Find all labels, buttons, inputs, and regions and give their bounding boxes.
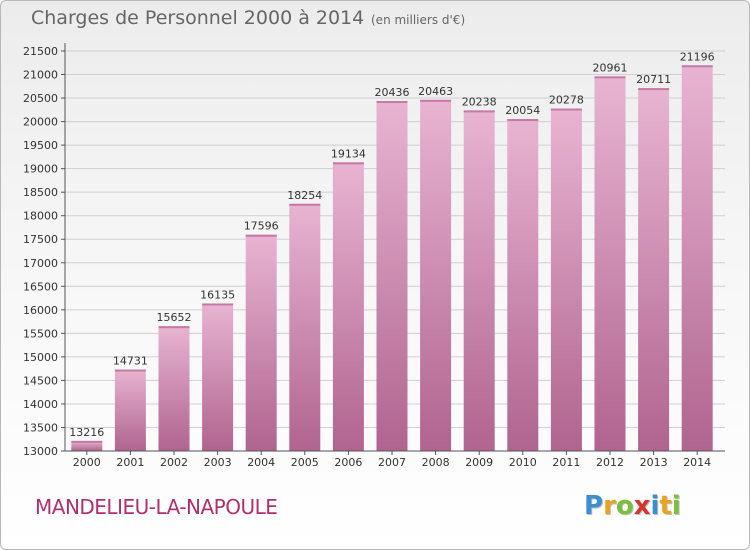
- bar-2003: [202, 303, 234, 451]
- labels: 13000 13500 14000 14500 15000 15500 16000 16500…: [23, 45, 715, 469]
- logo-letter: i: [671, 491, 681, 521]
- y-tick-label: 19500: [23, 139, 58, 152]
- bars: [71, 65, 713, 452]
- x-tick-label: 2001: [116, 456, 144, 469]
- logo-letter: r: [603, 491, 616, 521]
- y-tick-label: 18000: [23, 210, 58, 223]
- data-label: 20711: [636, 73, 671, 86]
- bar-top-edge: [420, 99, 452, 102]
- y-tick-label: 21500: [23, 45, 58, 58]
- y-tick-label: 21000: [23, 69, 58, 82]
- x-tick-label: 2012: [596, 456, 624, 469]
- bar-top-edge: [245, 234, 277, 237]
- x-tick-label: 2013: [640, 456, 668, 469]
- x-tick-label: 2003: [204, 456, 232, 469]
- logo-letter: o: [615, 491, 634, 521]
- data-label: 20278: [549, 94, 584, 107]
- bar-top-edge: [114, 369, 146, 372]
- x-tick-label: 2000: [73, 456, 101, 469]
- y-tick-label: 16000: [23, 304, 58, 317]
- data-label: 18254: [287, 189, 322, 202]
- data-label: 20054: [505, 104, 540, 117]
- data-label: 20961: [593, 61, 628, 74]
- data-label: 16135: [200, 288, 235, 301]
- bar-2004: [245, 234, 277, 451]
- y-tick-label: 17500: [23, 233, 58, 246]
- x-tick-label: 2010: [509, 456, 537, 469]
- data-label: 17596: [244, 220, 279, 233]
- x-tick-label: 2004: [247, 456, 275, 469]
- bar-2002: [158, 326, 190, 451]
- logo-letter: i: [650, 491, 660, 521]
- bar-2001: [114, 369, 146, 451]
- bar-top-edge: [681, 65, 713, 68]
- x-tick-label: 2008: [422, 456, 450, 469]
- x-tick-label: 2011: [552, 456, 580, 469]
- bar-2012: [594, 76, 626, 451]
- bar-top-edge: [332, 162, 364, 165]
- bar-top-edge: [71, 440, 103, 443]
- y-tick-label: 18500: [23, 186, 58, 199]
- bar-2008: [420, 99, 452, 452]
- data-label: 20238: [462, 95, 497, 108]
- bar-2006: [332, 162, 364, 451]
- data-label: 13216: [69, 426, 104, 439]
- y-tick-label: 15000: [23, 351, 58, 364]
- y-tick-label: 20000: [23, 116, 58, 129]
- bar-top-edge: [463, 110, 495, 113]
- bar-top-edge: [550, 108, 582, 111]
- proxiti-logo: Proxiti: [584, 491, 681, 521]
- data-label: 21196: [680, 50, 715, 63]
- x-tick-label: 2009: [465, 456, 493, 469]
- data-label: 19134: [331, 147, 366, 160]
- x-tick-label: 2005: [291, 456, 319, 469]
- data-label: 20436: [375, 86, 410, 99]
- bar-top-edge: [638, 88, 670, 91]
- y-tick-label: 16500: [23, 280, 58, 293]
- x-tick-label: 2007: [378, 456, 406, 469]
- axes: [61, 43, 725, 455]
- bar-2009: [463, 110, 495, 451]
- bar-top-edge: [289, 203, 321, 206]
- y-tick-label: 17000: [23, 257, 58, 270]
- y-tick-label: 14000: [23, 398, 58, 411]
- bar-2010: [507, 119, 539, 451]
- y-tick-label: 13000: [23, 445, 58, 458]
- logo-letter: P: [584, 491, 604, 521]
- data-label: 14731: [113, 355, 148, 368]
- bar-top-edge: [507, 119, 539, 122]
- data-label: 20463: [418, 85, 453, 98]
- logo-letter: t: [659, 491, 672, 521]
- bar-2014: [681, 65, 713, 452]
- y-tick-label: 19000: [23, 163, 58, 176]
- x-tick-label: 2002: [160, 456, 188, 469]
- logo-letter: x: [633, 491, 651, 521]
- commune-name: MANDELIEU-LA-NAPOULE: [35, 495, 278, 519]
- bar-2013: [638, 88, 670, 452]
- y-tick-label: 13500: [23, 421, 58, 434]
- bar-2007: [376, 101, 408, 451]
- bar-2000: [71, 440, 103, 451]
- y-tick-label: 15500: [23, 327, 58, 340]
- chart-subtitle: (en milliers d'€): [371, 13, 466, 27]
- x-tick-label: 2014: [683, 456, 711, 469]
- bar-top-edge: [158, 326, 190, 329]
- chart-title: Charges de Personnel 2000 à 2014: [31, 7, 365, 29]
- bar-2005: [289, 203, 321, 451]
- y-tick-label: 20500: [23, 92, 58, 105]
- y-tick-label: 14500: [23, 374, 58, 387]
- bar-2011: [550, 108, 582, 451]
- bar-top-edge: [376, 101, 408, 104]
- bar-top-edge: [594, 76, 626, 79]
- bar-top-edge: [202, 303, 234, 306]
- data-label: 15652: [157, 311, 192, 324]
- x-tick-label: 2006: [334, 456, 362, 469]
